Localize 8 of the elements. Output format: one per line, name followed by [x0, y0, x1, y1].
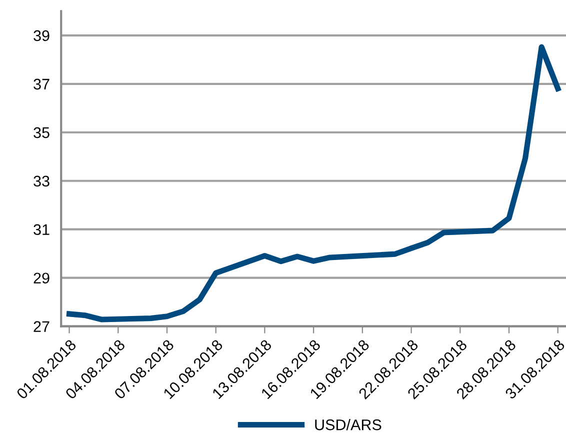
y-tick-label: 35 [34, 127, 50, 138]
y-tick-label: 29 [34, 272, 50, 284]
legend-label: USD/ARS [315, 419, 382, 430]
y-tick-label: 39 [34, 30, 50, 42]
y-tick-label: 31 [34, 224, 50, 236]
y-tick-label: 33 [34, 176, 50, 187]
y-tick-label: 27 [34, 321, 50, 332]
y-tick-label: 37 [34, 78, 50, 90]
